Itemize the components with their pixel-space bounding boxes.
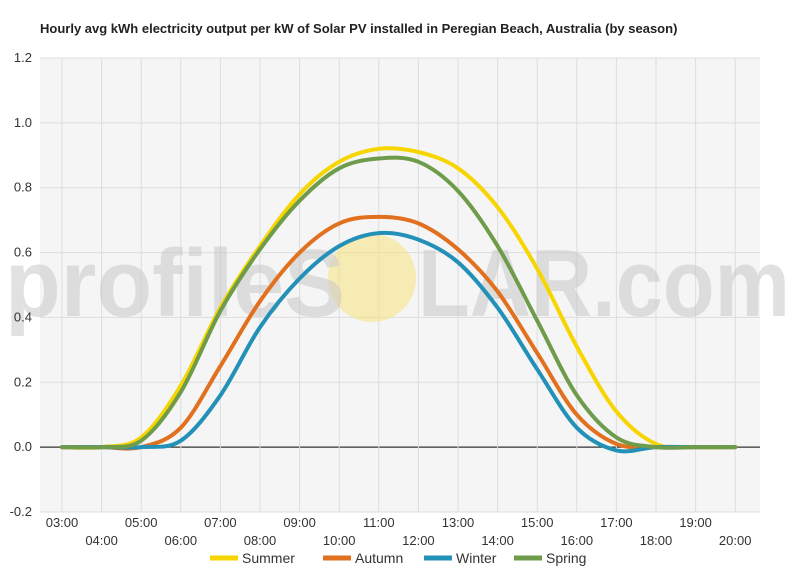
x-tick-label: 07:00 xyxy=(204,515,237,530)
x-tick-label: 19:00 xyxy=(679,515,712,530)
x-tick-label: 17:00 xyxy=(600,515,633,530)
y-tick-label: -0.2 xyxy=(10,504,32,519)
x-tick-label: 15:00 xyxy=(521,515,554,530)
series-lines xyxy=(60,146,738,454)
legend-item-summer[interactable]: Summer xyxy=(210,550,295,566)
x-tick-label: 03:00 xyxy=(46,515,79,530)
x-tick-label: 12:00 xyxy=(402,533,435,548)
y-tick-label: 1.2 xyxy=(14,50,32,65)
watermark-text-right: LAR.com xyxy=(418,230,790,337)
legend-label: Autumn xyxy=(355,550,403,566)
x-tick-label: 10:00 xyxy=(323,533,356,548)
y-axis-ticks: -0.2 0.0 0.2 0.4 0.6 0.8 1.0 1.2 xyxy=(10,50,32,519)
x-tick-label: 05:00 xyxy=(125,515,158,530)
x-tick-label: 06:00 xyxy=(165,533,198,548)
watermark-sun-icon xyxy=(328,234,416,322)
legend-item-spring[interactable]: Spring xyxy=(514,550,586,566)
y-tick-label: 1.0 xyxy=(14,115,32,130)
series-line-autumn xyxy=(60,214,738,451)
legend-item-autumn[interactable]: Autumn xyxy=(323,550,403,566)
legend-label: Summer xyxy=(242,550,295,566)
x-tick-label: 20:00 xyxy=(719,533,752,548)
legend-label: Winter xyxy=(456,550,497,566)
y-tick-label: 0.2 xyxy=(14,374,32,389)
x-tick-label: 16:00 xyxy=(561,533,594,548)
x-tick-label: 14:00 xyxy=(481,533,514,548)
x-tick-label: 09:00 xyxy=(283,515,316,530)
chart-title: Hourly avg kWh electricity output per kW… xyxy=(40,21,677,36)
x-tick-label: 13:00 xyxy=(442,515,475,530)
series-line-winter xyxy=(60,230,738,454)
x-tick-label: 18:00 xyxy=(640,533,673,548)
x-tick-label: 08:00 xyxy=(244,533,277,548)
series-line-spring xyxy=(60,155,738,450)
y-tick-label: 0.8 xyxy=(14,180,32,195)
series-line-summer xyxy=(60,146,738,450)
legend-item-winter[interactable]: Winter xyxy=(424,550,497,566)
y-tick-label: 0.0 xyxy=(14,439,32,454)
x-axis-ticks: 03:00 04:00 05:00 06:00 07:00 08:00 09:00 10:00… xyxy=(46,515,752,548)
x-tick-label: 11:00 xyxy=(363,515,395,530)
legend-label: Spring xyxy=(546,550,586,566)
y-tick-label: 0.4 xyxy=(14,309,32,324)
y-tick-label: 0.6 xyxy=(14,245,32,260)
legend[interactable]: Summer Autumn Winter Spring xyxy=(210,550,586,566)
watermark-text-left: profileS xyxy=(5,230,345,337)
x-tick-label: 04:00 xyxy=(85,533,118,548)
